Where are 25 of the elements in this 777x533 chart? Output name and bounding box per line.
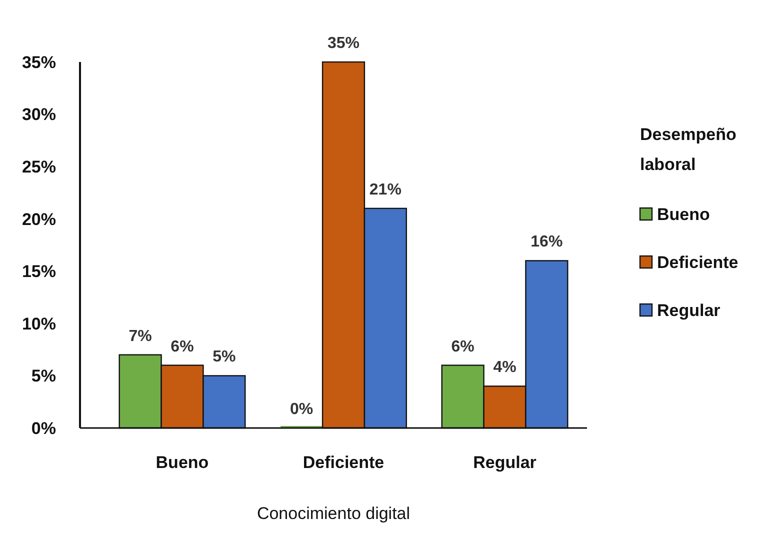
- data-label: 7%: [128, 328, 152, 345]
- legend-label: Regular: [657, 301, 721, 320]
- y-tick-label: 15%: [22, 262, 56, 282]
- y-tick-label: 35%: [22, 52, 56, 72]
- x-tick-label: Bueno: [156, 453, 209, 472]
- data-label: 16%: [530, 234, 563, 251]
- y-tick-label: 0%: [31, 418, 56, 438]
- legend-label: Deficiente: [657, 253, 738, 272]
- data-label: 6%: [451, 338, 474, 356]
- data-label: 6%: [170, 338, 194, 356]
- data-label: 21%: [369, 181, 402, 198]
- data-label: 5%: [212, 348, 236, 366]
- legend-title: Desempeño laboral: [640, 125, 736, 174]
- legend-label: Bueno: [657, 205, 710, 224]
- x-axis-title: Conocimiento digital: [256, 504, 410, 523]
- y-tick-label: 20%: [22, 210, 56, 229]
- y-tick-label: 30%: [22, 105, 56, 124]
- x-tick-label: Regular: [473, 453, 537, 472]
- y-tick-label: 5%: [31, 366, 56, 386]
- data-label: 35%: [327, 35, 360, 52]
- y-tick-label: 25%: [22, 158, 56, 177]
- y-tick-label: 10%: [22, 314, 56, 334]
- data-label: 0%: [290, 401, 314, 418]
- data-label: 4%: [493, 359, 516, 376]
- x-tick-label: Deficiente: [302, 453, 384, 472]
